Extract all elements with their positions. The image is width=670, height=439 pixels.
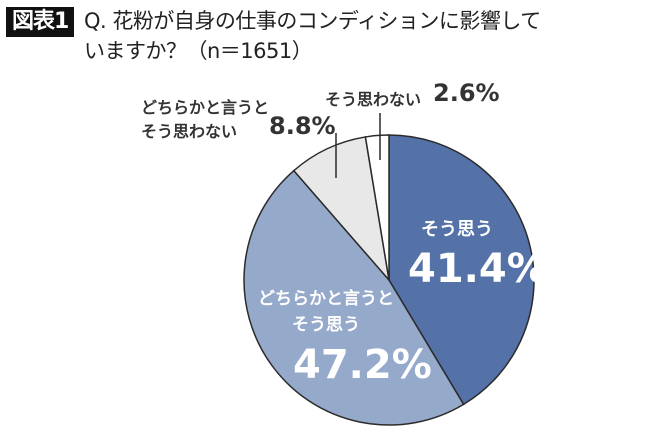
slice-agree (388, 134, 535, 406)
value-agree: 41.4% (408, 246, 547, 292)
question-line-1: Q. 花粉が自身の仕事のコンディションに影響して (84, 9, 541, 33)
label-agree: そう思う (421, 219, 493, 240)
slice-disagree (364, 134, 390, 281)
label-somewhat-disagree: どちらかと言うと そう思わない (141, 98, 270, 141)
chart-title: Q. 花粉が自身の仕事のコンディションに影響して いますか？（n＝1651） (84, 6, 644, 66)
pie-slices (243, 134, 535, 426)
label-somewhat-agree: どちらかと言うと そう思う (258, 289, 394, 335)
figure-badge: 図表1 (6, 7, 75, 37)
question-line-2: いますか？（n＝1651） (84, 39, 313, 63)
value-somewhat-disagree: 8.8% (269, 112, 336, 140)
label-disagree: そう思わない (325, 90, 422, 109)
slice-somewhat-agree (243, 169, 465, 426)
value-disagree: 2.6% (433, 79, 500, 107)
value-somewhat-agree: 47.2% (293, 342, 432, 388)
